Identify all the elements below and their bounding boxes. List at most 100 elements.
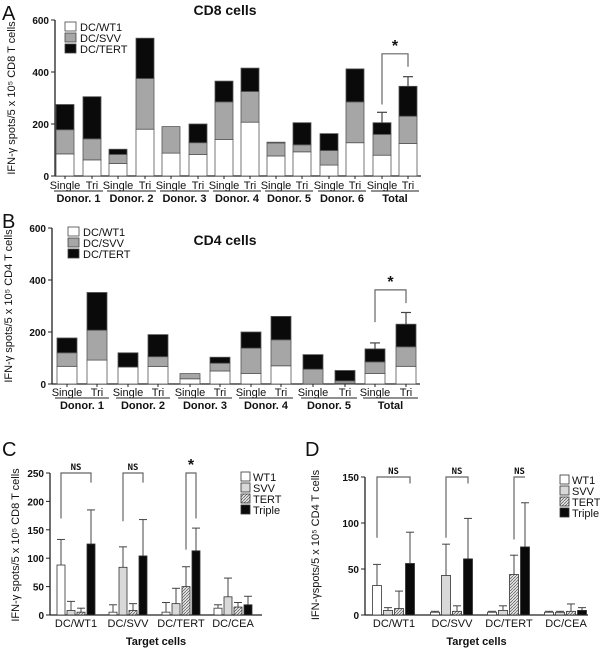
bar-segment-dc-tert: [135, 37, 155, 79]
bar-segment-dc-tert: [395, 323, 417, 348]
bar-wt1: [161, 611, 171, 616]
x-category-label: Single: [367, 180, 398, 192]
bar-segment-dc-tert: [319, 133, 339, 151]
bar-segment-dc-wt1: [395, 365, 417, 385]
y-axis-label: IFN-γ spots/5 x 10⁵ CD8 T cells: [6, 21, 18, 175]
bar-segment-dc-wt1: [161, 152, 181, 177]
bar-segment-dc-svv: [398, 115, 418, 144]
x-axis-label: Target cells: [446, 636, 506, 648]
x-category-label: Single: [209, 180, 240, 192]
bar-tert: [394, 608, 404, 616]
panel-letter: D: [305, 439, 319, 461]
x-category-label: Tri: [400, 387, 412, 399]
group-label: Total: [382, 193, 407, 205]
significance-label: NS: [452, 467, 463, 477]
y-tick-label: 600: [29, 224, 46, 235]
group-label: Donor. 5: [267, 193, 311, 205]
group-label: Total: [378, 400, 403, 412]
bar-segment-dc-wt1: [214, 139, 234, 177]
bar-segment-dc-wt1: [240, 373, 262, 385]
legend-swatch: [64, 43, 77, 54]
significance-label: NS: [514, 467, 525, 477]
bar-svv: [441, 575, 451, 616]
legend-swatch: [240, 471, 251, 482]
bar-triple: [86, 543, 96, 616]
legend-swatch: [67, 248, 80, 259]
significance-label: *: [392, 38, 399, 55]
bar-segment-dc-wt1: [345, 142, 365, 177]
legend-label: SVV: [253, 483, 276, 495]
bar-svv: [555, 611, 565, 616]
bar-segment-dc-wt1: [147, 366, 169, 385]
x-category-label: Tri: [349, 180, 361, 192]
significance-bracket: [374, 289, 407, 323]
legend-swatch: [64, 21, 77, 32]
x-category-label: DC/WT1: [55, 618, 97, 630]
bar-segment-dc-wt1: [270, 365, 292, 385]
legend-swatch: [240, 482, 251, 493]
legend-swatch: [559, 496, 570, 507]
x-category-label: Tri: [152, 387, 164, 399]
bar-segment-dc-tert: [82, 96, 102, 140]
bar-segment-dc-tert: [188, 123, 208, 144]
bar-segment-dc-svv: [270, 339, 292, 367]
bar-segment-dc-tert: [55, 104, 75, 131]
panel-letter: C: [2, 439, 16, 461]
bar-svv: [383, 610, 393, 616]
legend-swatch: [67, 226, 80, 237]
y-tick-label: 0: [38, 611, 44, 622]
bar-segment-dc-svv: [188, 142, 208, 155]
bar-segment-dc-svv: [161, 126, 181, 154]
x-category-label: Single: [261, 180, 292, 192]
bar-segment-dc-svv: [240, 347, 262, 374]
legend-swatch: [240, 493, 251, 504]
group-label: Donor. 1: [56, 193, 100, 205]
legend-swatch: [240, 504, 251, 515]
y-tick-label: 100: [27, 554, 44, 565]
legend-swatch: [67, 237, 80, 248]
bar-segment-dc-wt1: [188, 154, 208, 177]
x-category-label: DC/CEA: [212, 618, 254, 630]
bar-svv: [171, 603, 181, 616]
bar-segment-dc-svv: [214, 101, 234, 141]
x-category-label: Tri: [192, 180, 204, 192]
bar-triple: [138, 555, 148, 616]
legend-label: DC/SVV: [83, 238, 125, 250]
x-category-label: Tri: [86, 180, 98, 192]
group-label: Donor. 2: [109, 193, 153, 205]
group-label: Donor. 3: [183, 400, 227, 412]
x-category-label: Single: [50, 180, 81, 192]
x-category-label: DC/SVV: [432, 618, 474, 630]
legend-label: WT1: [572, 475, 595, 487]
chart-title: CD4 cells: [193, 232, 256, 248]
bar-segment-dc-tert: [334, 370, 356, 382]
y-axis-label: IFN-γ spots/5 x 10⁵ CD8 T cells: [10, 468, 22, 622]
y-tick-label: 400: [32, 68, 49, 79]
bar-segment-dc-tert: [364, 348, 386, 363]
bar-segment-dc-tert: [86, 292, 108, 331]
y-tick-label: 0: [40, 380, 46, 391]
bar-segment-dc-svv: [372, 133, 392, 156]
legend-swatch: [559, 474, 570, 485]
x-category-label: Single: [103, 180, 134, 192]
bar-segment-dc-svv: [266, 142, 286, 157]
x-category-label: Tri: [91, 387, 103, 399]
panel-a: [51, 19, 421, 192]
bar-wt1: [372, 585, 382, 616]
bar-segment-dc-tert: [398, 85, 418, 117]
y-tick-label: 150: [27, 526, 44, 537]
bar-svv: [223, 596, 233, 616]
significance-bracket: [122, 472, 144, 522]
legend-swatch: [559, 507, 570, 518]
significance-label: NS: [71, 463, 82, 473]
bar-segment-dc-tert: [372, 122, 392, 135]
y-tick-label: 200: [32, 120, 49, 131]
y-tick-label: 200: [27, 497, 44, 508]
bar-segment-dc-wt1: [398, 143, 418, 177]
bar-triple: [405, 563, 415, 616]
bar-segment-dc-svv: [82, 138, 102, 161]
bar-segment-dc-svv: [86, 329, 108, 361]
x-category-label: Single: [360, 387, 391, 399]
y-tick-label: 150: [342, 473, 359, 484]
